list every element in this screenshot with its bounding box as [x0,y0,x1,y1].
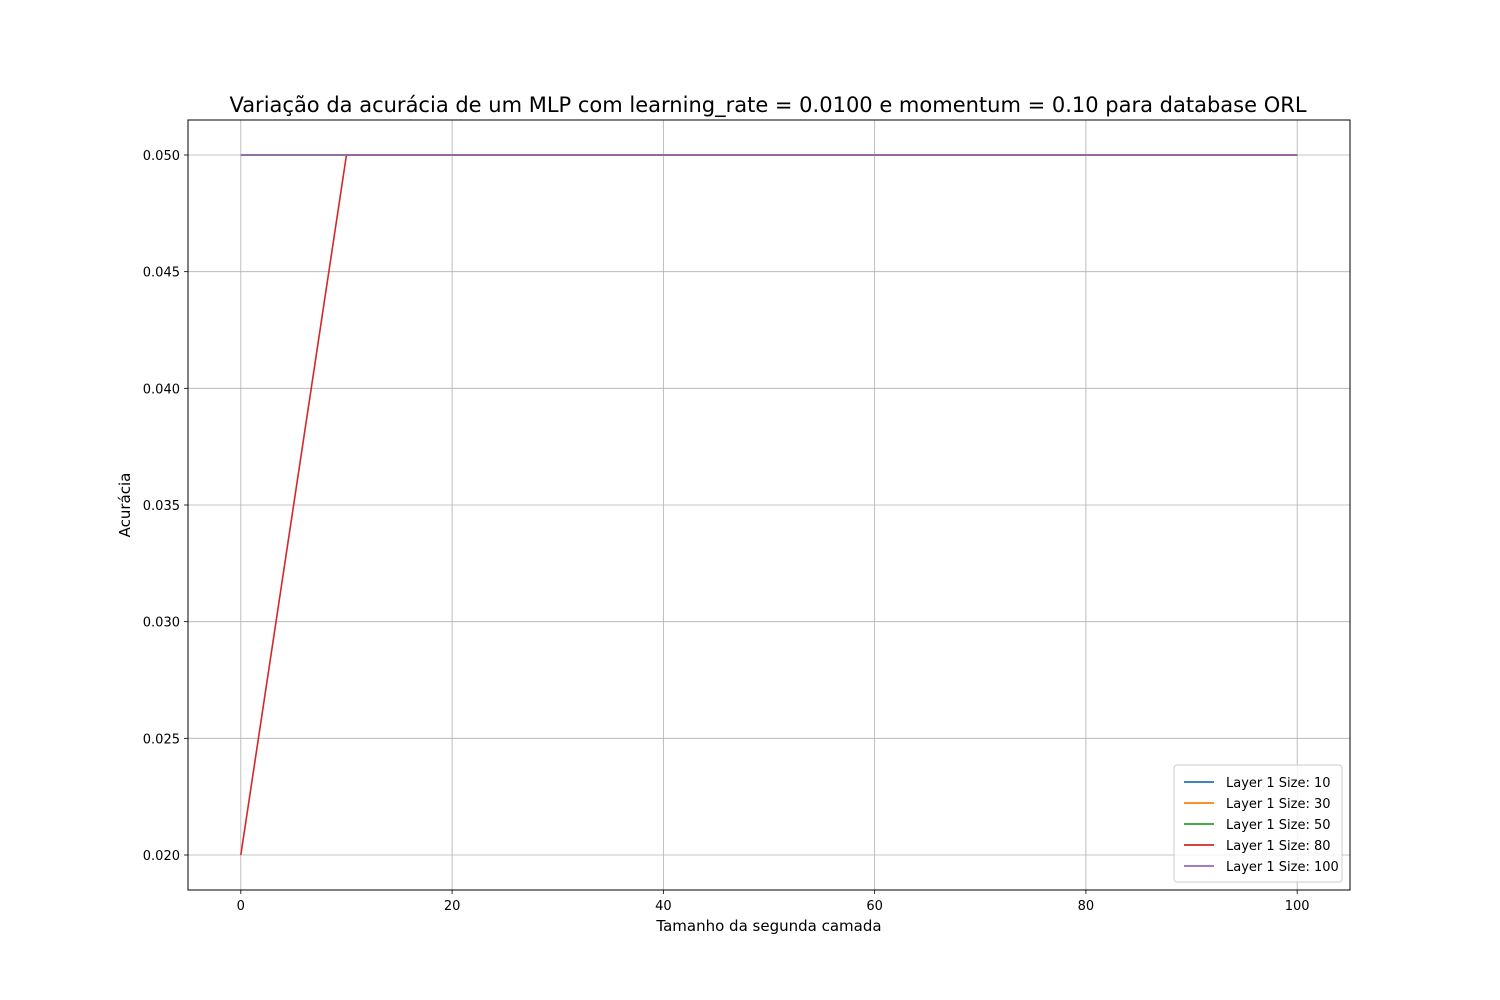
x-tick-label: 100 [1285,899,1310,914]
x-tick-label: 20 [444,899,461,914]
x-tick-label: 40 [655,899,672,914]
legend-box [1173,764,1343,883]
legend-label: Layer 1 Size: 50 [1226,818,1331,833]
y-tick-label: 0.025 [143,732,180,747]
y-tick-label: 0.045 [143,266,180,281]
x-tick-label: 0 [237,899,245,914]
y-tick-label: 0.040 [143,382,180,397]
legend: Layer 1 Size: 10 Layer 1 Size: 30 Layer 1 … [1173,764,1343,883]
y-tick-label: 0.050 [143,149,180,164]
y-tick-label: 0.030 [143,616,180,631]
series-lines [240,154,1298,856]
y-axis-ticks: 0.020 0.025 0.030 0.035 0.040 0.045 0.050 [143,149,188,864]
legend-label: Layer 1 Size: 80 [1226,839,1331,854]
y-tick-label: 0.020 [143,849,180,864]
y-axis-title: Acurácia [116,473,134,538]
x-axis-title: Tamanho da segunda camada [655,917,881,935]
chart-title: Variação da acurácia de um MLP com learn… [229,93,1306,118]
legend-label: Layer 1 Size: 100 [1226,860,1339,875]
x-tick-label: 80 [1078,899,1095,914]
y-tick-label: 0.035 [143,499,180,514]
x-axis-ticks: 0 20 40 60 80 100 [237,890,1310,914]
x-tick-label: 60 [866,899,883,914]
legend-label: Layer 1 Size: 10 [1226,776,1331,791]
legend-label: Layer 1 Size: 30 [1226,797,1331,812]
